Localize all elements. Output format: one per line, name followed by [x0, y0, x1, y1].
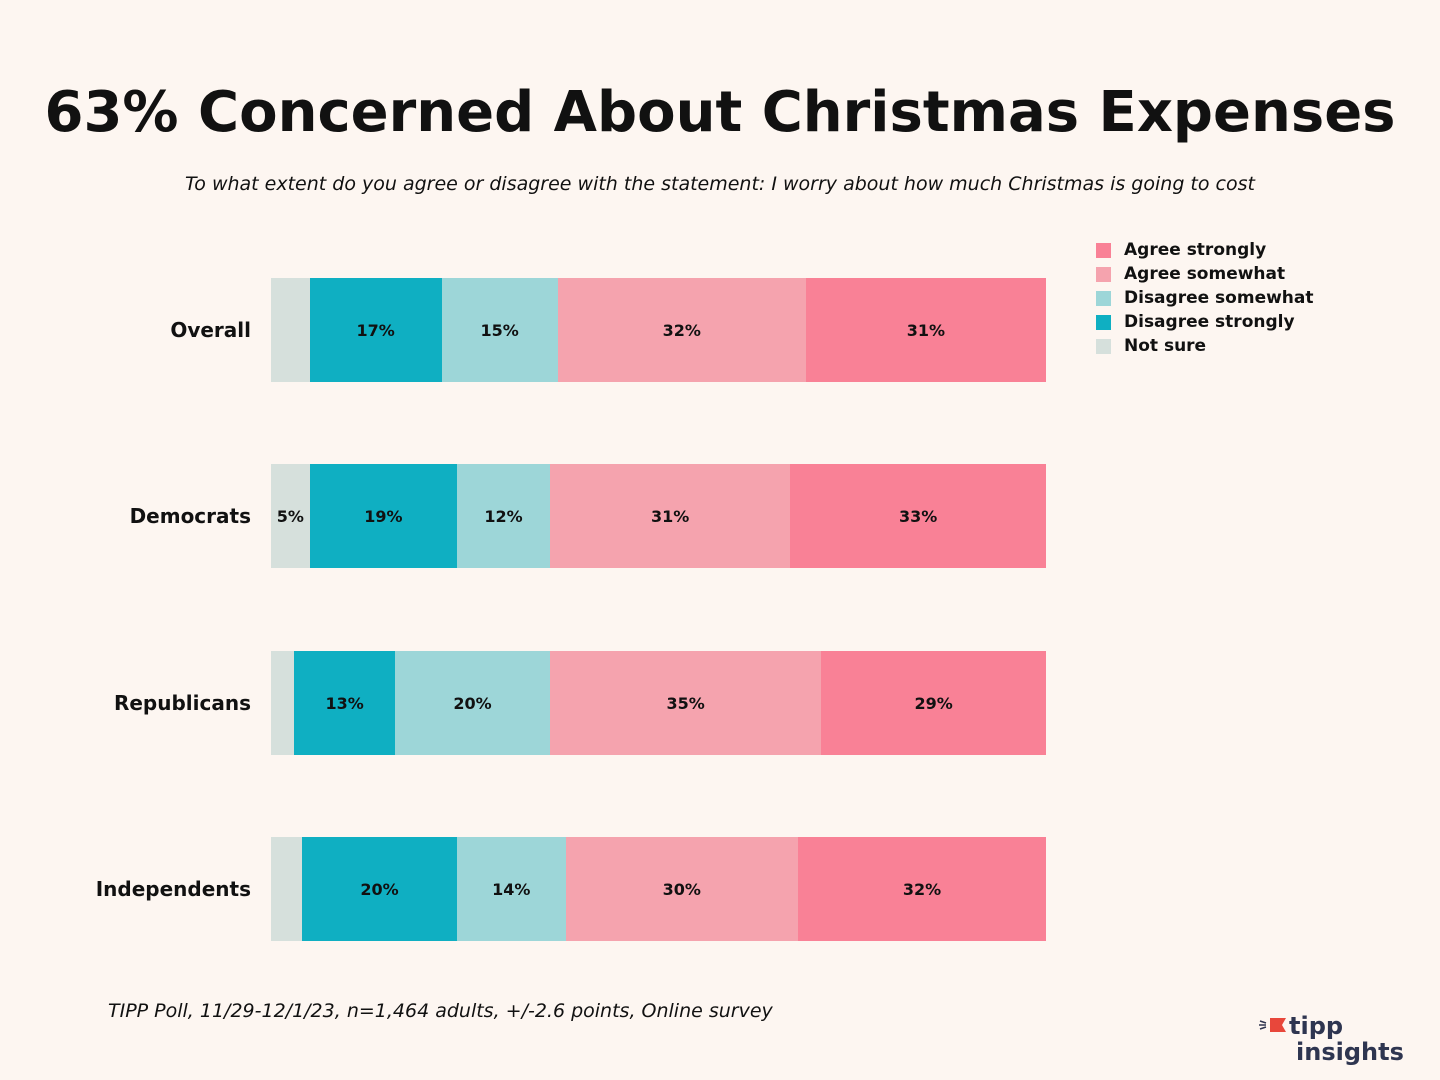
data-label: 29% [914, 693, 953, 713]
logo-tag-icon [1259, 1018, 1286, 1032]
bar-segment: 5% [271, 464, 310, 568]
legend-label: Not sure [1124, 336, 1207, 356]
bar-segment: 35% [550, 651, 822, 755]
legend-label: Agree somewhat [1124, 264, 1286, 284]
legend: Agree strongly Agree somewhat Disagree som… [1096, 238, 1314, 358]
bar-segment: 13% [294, 651, 395, 755]
legend-label: Disagree strongly [1124, 312, 1295, 332]
data-label: 32% [662, 320, 701, 340]
bar-segment: 12% [457, 464, 550, 568]
legend-item: Agree strongly [1096, 238, 1314, 262]
legend-swatch [1096, 338, 1111, 354]
data-label: 20% [360, 879, 399, 899]
chart-subtitle: To what extent do you agree or disagree … [185, 173, 1255, 195]
data-label: 12% [484, 506, 523, 526]
category-label: Overall [170, 318, 251, 342]
legend-swatch [1096, 290, 1111, 306]
bar-segment: 17% [309, 278, 442, 382]
bar-segment: 32% [557, 278, 806, 382]
data-label: 5% [276, 506, 304, 526]
bar-segment [271, 278, 310, 382]
bar-segment: 33% [790, 464, 1046, 568]
logo-text-tipp: tipp [1289, 1012, 1343, 1040]
data-label: 15% [480, 320, 519, 340]
bar-segment: 14% [457, 837, 566, 941]
legend-item: Disagree somewhat [1096, 286, 1314, 310]
data-label: 17% [356, 320, 395, 340]
data-label: 33% [898, 506, 938, 526]
legend-swatch [1096, 314, 1111, 330]
tipp-insights-logo: tipp insights [1259, 1012, 1404, 1066]
data-label: 20% [453, 693, 492, 713]
bar-segment: 20% [302, 837, 457, 941]
bar-segment [271, 651, 295, 755]
legend-swatch [1096, 242, 1111, 258]
data-label: 30% [662, 879, 701, 899]
bar-segment: 32% [798, 837, 1046, 941]
data-label: 19% [364, 506, 403, 526]
data-label: 32% [902, 879, 942, 899]
bar-segment: 15% [441, 278, 558, 382]
legend-item: Agree somewhat [1096, 262, 1314, 286]
chart-title: 63% Concerned About Christmas Expenses [44, 80, 1396, 145]
category-label: Republicans [113, 691, 251, 715]
data-label: 13% [325, 693, 364, 713]
legend-label: Agree strongly [1124, 240, 1267, 260]
bar-segment: 19% [309, 464, 457, 568]
data-label: 35% [666, 693, 705, 713]
data-label: 31% [650, 506, 690, 526]
category-label: Independents [95, 877, 251, 901]
bar-segment: 31% [805, 278, 1046, 382]
logo-text-insights: insights [1296, 1038, 1404, 1066]
source-note: TIPP Poll, 11/29-12/1/23, n=1,464 adults… [108, 1000, 773, 1022]
legend-swatch [1096, 266, 1111, 282]
bar-segment: 29% [821, 651, 1046, 755]
bar-segment: 30% [565, 837, 798, 941]
bar-segment: 20% [395, 651, 550, 755]
legend-label: Disagree somewhat [1124, 288, 1314, 308]
legend-item: Not sure [1096, 334, 1314, 358]
bar-segment [271, 837, 302, 941]
bar-segment: 31% [550, 464, 791, 568]
category-label: Democrats [129, 504, 251, 528]
data-label: 31% [906, 320, 946, 340]
data-label: 14% [492, 879, 531, 899]
legend-item: Disagree strongly [1096, 310, 1314, 334]
